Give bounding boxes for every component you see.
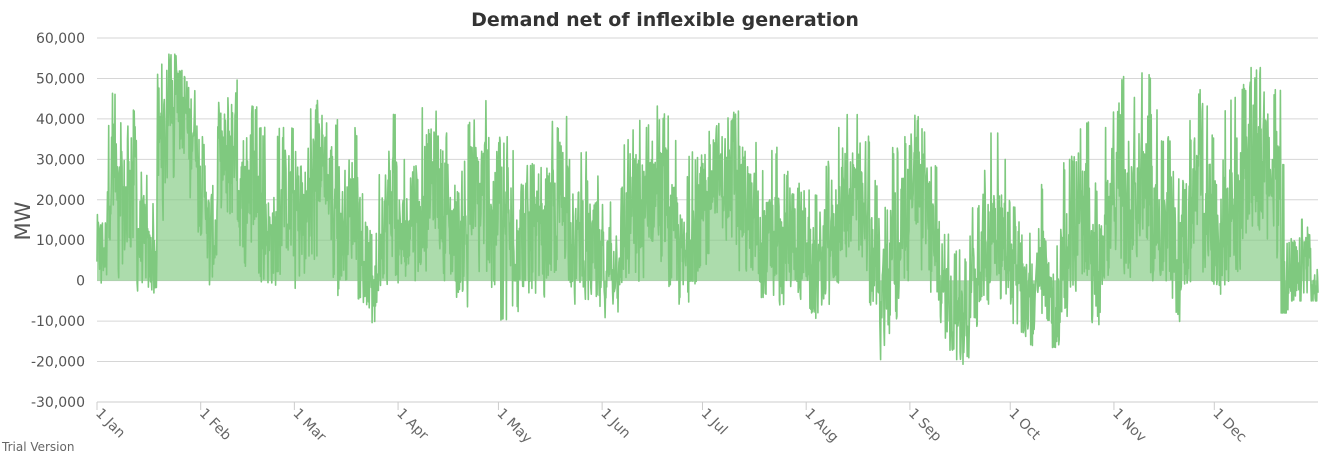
x-tick-label: 1 May [494, 406, 535, 447]
y-tick-label: 50,000 [36, 71, 85, 87]
y-axis-ticks: -30,000 -20,000 -10,000 0 10,000 20,000 30,000… [31, 31, 85, 411]
series-line [96, 53, 1319, 365]
x-tick-label: 1 Aug [801, 406, 841, 446]
y-tick-label: -20,000 [31, 355, 85, 371]
y-tick-label: 20,000 [36, 193, 85, 209]
chart-title: Demand net of inflexible generation [471, 9, 859, 31]
x-tick-label: 1 Sep [905, 406, 944, 445]
x-tick-label: 1 Jun [597, 406, 633, 442]
y-tick-label: 40,000 [36, 112, 85, 128]
x-axis-ticks: 1 Jan 1 Feb 1 Mar 1 Apr 1 May 1 Jun 1 Jul 1 Aug… [92, 402, 1249, 447]
x-tick-label: 1 Mar [290, 406, 330, 446]
y-tick-label: -10,000 [31, 314, 85, 330]
x-tick-label: 1 Apr [393, 406, 431, 444]
series-group [96, 53, 1319, 365]
x-tick-label: 1 Feb [196, 406, 234, 444]
watermark-text: Trial Version [2, 440, 75, 454]
y-tick-label: 0 [76, 274, 85, 290]
x-tick-label: 1 Dec [1209, 406, 1249, 446]
y-axis-label: MW [11, 201, 35, 240]
y-tick-label: -30,000 [31, 395, 85, 411]
y-tick-label: 60,000 [36, 31, 85, 47]
y-tick-label: 30,000 [36, 152, 85, 168]
x-tick-label: 1 Oct [1005, 406, 1043, 444]
x-tick-label: 1 Nov [1109, 406, 1149, 446]
x-tick-label: 1 Jul [698, 406, 731, 439]
y-tick-label: 10,000 [36, 233, 85, 249]
x-tick-label: 1 Jan [92, 406, 128, 442]
